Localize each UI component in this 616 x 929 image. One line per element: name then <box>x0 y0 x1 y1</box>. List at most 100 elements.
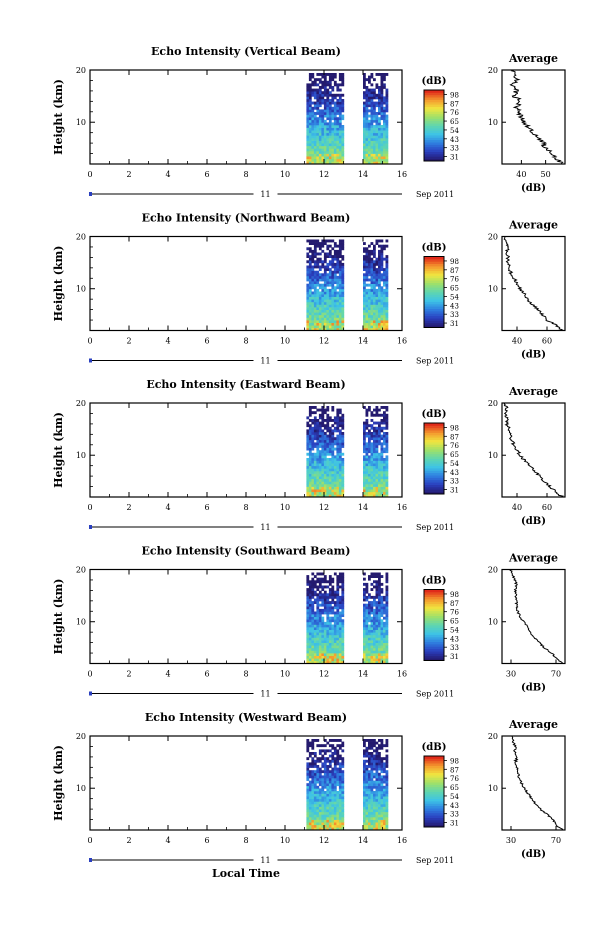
heatmap-cell <box>323 312 327 316</box>
heatmap-cell <box>341 640 345 643</box>
heatmap-cell <box>370 772 374 776</box>
heatmap-cell <box>316 647 320 651</box>
heatmap-cell <box>368 658 371 662</box>
heatmap-cell <box>378 156 381 160</box>
heatmap-cell <box>365 814 369 818</box>
heatmap-cell <box>331 660 335 664</box>
heatmap-cell <box>321 473 325 477</box>
heatmap-cell <box>318 476 322 480</box>
heatmap-cell <box>380 478 384 482</box>
heatmap-cell <box>308 588 312 591</box>
colorbar-segment <box>424 486 444 490</box>
heatmap-cell <box>375 114 379 118</box>
heatmap-cell <box>313 114 317 118</box>
heatmap-cell <box>313 426 317 430</box>
heatmap-cell <box>378 109 381 113</box>
heatmap-cell <box>308 614 312 617</box>
heatmap-cell <box>370 265 374 269</box>
heatmap-cell <box>336 262 340 266</box>
heatmap-cell <box>373 114 376 118</box>
heatmap-cell <box>363 75 366 79</box>
heatmap-cell <box>321 603 325 607</box>
heatmap-cell <box>308 619 312 623</box>
heatmap-cell <box>328 429 332 433</box>
heatmap-cell <box>333 819 337 823</box>
heatmap-cell <box>308 296 312 300</box>
heatmap-cell <box>373 660 376 664</box>
x-tick-label: 8 <box>243 337 248 346</box>
heatmap-cell <box>375 294 379 297</box>
heatmap-cell <box>336 621 340 625</box>
heatmap-cell <box>385 99 389 102</box>
heatmap-cell <box>306 460 310 464</box>
heatmap-cell <box>363 273 366 277</box>
heatmap-cell <box>323 275 327 279</box>
heatmap-cell <box>380 606 384 610</box>
colorbar-unit: (dB) <box>422 243 447 254</box>
heatmap-cell <box>385 744 389 748</box>
heatmap-cell <box>373 153 376 157</box>
colorbar-segment <box>424 622 444 626</box>
panel-4: Echo Intensity (Westward Beam)0 2 4 6 8 10 12 1… <box>52 711 566 866</box>
heatmap-cell <box>306 757 310 761</box>
heatmap-cell <box>328 647 332 651</box>
heatmap-cell <box>321 580 325 584</box>
heatmap-cell <box>321 439 325 443</box>
heatmap-cell <box>363 112 366 115</box>
heatmap-cell <box>378 255 381 258</box>
heatmap-cell <box>375 452 379 456</box>
heatmap-cell <box>323 585 327 589</box>
heatmap-cell <box>336 244 340 248</box>
colorbar-segment <box>424 803 444 807</box>
heatmap-cell <box>365 458 369 461</box>
heatmap-cell <box>368 629 371 633</box>
heatmap-cell <box>331 281 335 284</box>
average-x-label: (dB) <box>521 183 546 194</box>
heatmap-cell <box>383 244 386 248</box>
heatmap-cell <box>306 801 310 805</box>
heatmap-cell <box>378 265 381 269</box>
heatmap-cell <box>373 135 376 139</box>
heatmap-cell <box>323 283 327 287</box>
heatmap-cell <box>316 757 320 761</box>
heatmap-cell <box>308 151 312 154</box>
heatmap-cell <box>363 257 366 261</box>
heatmap-cell <box>331 143 335 147</box>
heatmap-cell <box>365 156 369 160</box>
heatmap-cell <box>373 619 376 623</box>
heatmap-cell <box>336 611 340 615</box>
heatmap-cell <box>378 86 381 89</box>
heatmap-cell <box>341 476 345 480</box>
heatmap-cell <box>323 801 327 805</box>
heatmap-cell <box>318 299 322 303</box>
colorbar-segment <box>424 125 444 129</box>
heatmap-cell <box>338 135 342 139</box>
heatmap-cell <box>333 780 337 784</box>
heatmap-cell <box>375 151 379 154</box>
heatmap-cell <box>370 275 374 279</box>
heatmap-cell <box>341 421 345 425</box>
heatmap-cell <box>321 249 325 253</box>
heatmap-cell <box>313 429 317 433</box>
heatmap-cell <box>313 468 317 472</box>
heatmap-cell <box>326 811 330 815</box>
heatmap-cell <box>326 299 330 303</box>
heatmap-cell <box>336 801 340 805</box>
heatmap-cell <box>331 73 335 76</box>
heatmap-cell <box>321 132 325 136</box>
heatmap-cell <box>331 419 335 422</box>
heatmap-cell <box>316 325 320 329</box>
heatmap-cell <box>380 775 384 779</box>
average-y-tick-label: 20 <box>488 66 498 75</box>
heatmap-cell <box>385 658 389 662</box>
heatmap-cell <box>308 585 312 589</box>
heatmap-cell <box>370 299 374 303</box>
heatmap-cell <box>321 814 325 818</box>
heatmap-cell <box>365 421 369 425</box>
heatmap-cell <box>313 411 317 415</box>
heatmap-cell <box>368 824 371 828</box>
heatmap-cell <box>323 476 327 480</box>
heatmap-cell <box>311 481 315 485</box>
colorbar-segment <box>424 108 444 112</box>
heatmap-cell <box>370 770 374 774</box>
